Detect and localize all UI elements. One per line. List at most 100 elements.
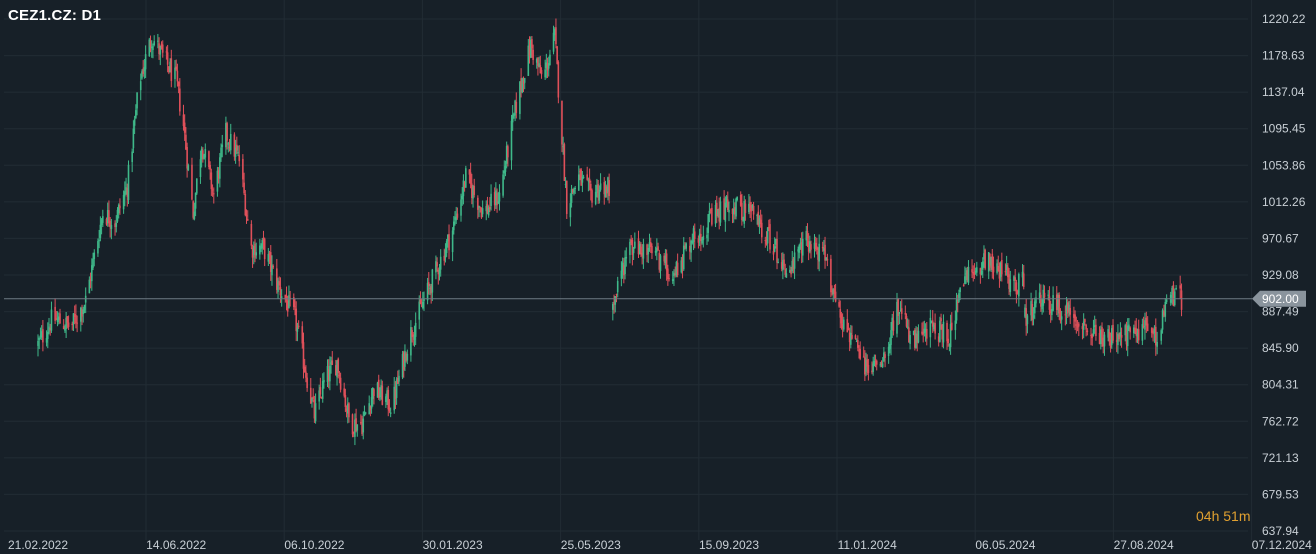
- candle-body: [682, 245, 685, 270]
- candle-body: [528, 46, 531, 57]
- candle-body: [305, 371, 307, 378]
- candle-body: [80, 307, 82, 322]
- candle-body: [934, 323, 936, 334]
- candle-body: [684, 246, 686, 248]
- candle-body: [866, 359, 868, 367]
- candle-body: [182, 114, 185, 126]
- candle-body: [909, 335, 911, 344]
- candle-body: [356, 424, 359, 431]
- candle-body: [193, 211, 196, 220]
- candle-body: [1172, 284, 1175, 306]
- candle-body: [161, 44, 164, 53]
- candle-body: [303, 366, 306, 373]
- candle-body: [92, 258, 94, 268]
- candle-body: [831, 290, 833, 292]
- candle-body: [454, 217, 456, 220]
- candle-body: [108, 210, 110, 224]
- candle-body: [199, 159, 202, 178]
- candle-body: [221, 144, 224, 148]
- candle-body: [539, 65, 542, 74]
- candle-body: [187, 165, 190, 171]
- candle-body: [1173, 291, 1176, 306]
- candle-body: [460, 199, 462, 216]
- candle-body: [301, 326, 304, 344]
- candle-body: [972, 272, 975, 274]
- candle-body: [663, 255, 665, 262]
- candle-body: [355, 418, 357, 432]
- candle-body: [294, 306, 296, 308]
- x-tick-label: 06.05.2024: [975, 538, 1035, 552]
- candle-body: [479, 206, 482, 208]
- candle-body: [354, 419, 356, 437]
- candle-body: [612, 303, 614, 310]
- candle-body: [436, 262, 438, 267]
- candle-body: [1009, 279, 1012, 292]
- candle-body: [117, 204, 120, 214]
- candle-body: [1015, 282, 1018, 295]
- candle-body: [175, 66, 177, 70]
- candle-body: [490, 193, 492, 206]
- candle-body: [1081, 326, 1084, 330]
- candle-body: [596, 185, 598, 194]
- candle-body: [1014, 277, 1016, 282]
- candle-body: [594, 191, 597, 205]
- candle-body: [345, 408, 348, 412]
- candle-body: [690, 240, 692, 253]
- candle-body: [597, 184, 599, 198]
- candle-body: [545, 62, 548, 69]
- candle-body: [1026, 315, 1029, 325]
- candle-body: [136, 92, 138, 109]
- candle-body: [202, 150, 204, 159]
- candle-body: [455, 216, 458, 221]
- candle-body: [1068, 304, 1070, 311]
- candle-body: [1126, 325, 1129, 347]
- candle-body: [45, 338, 48, 343]
- candle-body: [809, 241, 811, 252]
- candle-body: [1125, 325, 1128, 345]
- candle-body: [847, 329, 850, 331]
- candle-body: [1042, 289, 1045, 306]
- candle-body: [604, 189, 607, 197]
- candle-body: [73, 313, 76, 317]
- candle-body: [598, 189, 601, 201]
- candle-body: [797, 249, 799, 252]
- candle-body: [456, 213, 459, 218]
- candle-body: [665, 253, 668, 271]
- candle-body: [839, 309, 842, 318]
- candle-body: [119, 205, 121, 209]
- timer-hours-unit: h: [1211, 508, 1220, 524]
- current-price-tag: 902.00: [1252, 290, 1306, 307]
- candle-body: [393, 386, 396, 411]
- candle-body: [371, 387, 374, 399]
- candle-body: [88, 279, 91, 294]
- candle-body: [570, 189, 573, 203]
- candle-body: [481, 208, 484, 215]
- candle-body: [150, 46, 153, 49]
- candle-body: [168, 66, 170, 73]
- candle-body: [1040, 294, 1042, 307]
- candle-body: [939, 320, 941, 342]
- candle-body: [174, 67, 176, 79]
- candle-body: [100, 219, 103, 225]
- candle-body: [800, 242, 803, 254]
- candle-body: [411, 330, 413, 338]
- candle-body: [1180, 290, 1183, 310]
- candle-body: [1144, 320, 1146, 330]
- candle-body: [373, 389, 375, 396]
- candle-body: [414, 322, 417, 337]
- candle-body: [368, 403, 371, 415]
- candle-body: [133, 119, 136, 126]
- candle-body: [647, 247, 650, 255]
- candle-body: [413, 335, 416, 340]
- candle-body: [71, 323, 74, 326]
- candle-body: [1043, 292, 1046, 298]
- candle-body: [884, 354, 886, 358]
- x-tick-label: 15.09.2023: [699, 538, 759, 552]
- candle-body: [227, 143, 230, 145]
- candle-body: [430, 286, 432, 294]
- candle-body: [807, 241, 810, 252]
- candle-body: [335, 365, 337, 376]
- candle-body: [1109, 339, 1112, 348]
